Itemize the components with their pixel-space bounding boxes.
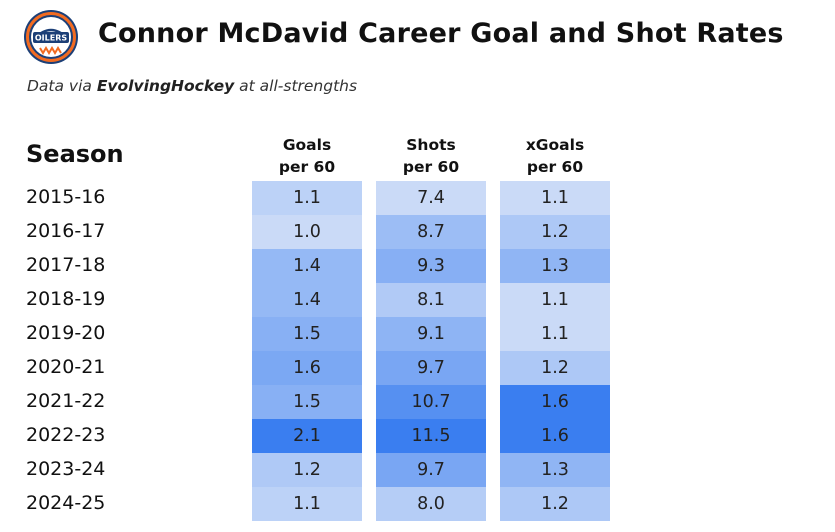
season-label-2022-23: 2022-23 xyxy=(26,424,106,446)
shots-column-header: Shots per 60 xyxy=(376,134,486,178)
xgoals-header-line1: xGoals xyxy=(525,136,585,154)
shots-cell-2021-22: 10.7 xyxy=(376,385,486,419)
shots-header-line2: per 60 xyxy=(402,158,460,176)
chart-title: Connor McDavid Career Goal and Shot Rate… xyxy=(98,18,784,49)
shots-cell-2017-18: 9.3 xyxy=(376,249,486,283)
shots-cell-2024-25: 8.0 xyxy=(376,487,486,521)
shots-header-line1: Shots xyxy=(406,136,456,154)
xgoals-cell-2020-21: 1.2 xyxy=(500,351,610,385)
xgoals-cell-2021-22: 1.6 xyxy=(500,385,610,419)
season-label-2024-25: 2024-25 xyxy=(26,492,106,514)
xgoals-cell-2016-17: 1.2 xyxy=(500,215,610,249)
shots-cell-2018-19: 8.1 xyxy=(376,283,486,317)
subtitle-suffix: at all-strengths xyxy=(234,77,358,95)
xgoals-column-header: xGoals per 60 xyxy=(500,134,610,178)
xgoals-cell-2018-19: 1.1 xyxy=(500,283,610,317)
shots-cell-2020-21: 9.7 xyxy=(376,351,486,385)
season-label-2017-18: 2017-18 xyxy=(26,254,106,276)
goals-cell-2019-20: 1.5 xyxy=(252,317,362,351)
xgoals-cell-2017-18: 1.3 xyxy=(500,249,610,283)
season-label-2021-22: 2021-22 xyxy=(26,390,106,412)
xgoals-cell-2015-16: 1.1 xyxy=(500,181,610,215)
season-column-header: Season xyxy=(26,140,124,168)
goals-column-header: Goals per 60 xyxy=(252,134,362,178)
xgoals-cell-2022-23: 1.6 xyxy=(500,419,610,453)
shots-cell-2023-24: 9.7 xyxy=(376,453,486,487)
goals-cell-2018-19: 1.4 xyxy=(252,283,362,317)
chart-subtitle: Data via EvolvingHockey at all-strengths xyxy=(27,77,357,95)
goals-cell-2023-24: 1.2 xyxy=(252,453,362,487)
xgoals-header-line2: per 60 xyxy=(526,158,584,176)
season-label-2015-16: 2015-16 xyxy=(26,186,106,208)
goals-cell-2020-21: 1.6 xyxy=(252,351,362,385)
oilers-logo-icon: OILERS xyxy=(24,10,78,64)
goals-cell-2021-22: 1.5 xyxy=(252,385,362,419)
shots-cell-2016-17: 8.7 xyxy=(376,215,486,249)
xgoals-cell-2023-24: 1.3 xyxy=(500,453,610,487)
season-label-2023-24: 2023-24 xyxy=(26,458,106,480)
subtitle-source: EvolvingHockey xyxy=(96,77,235,95)
xgoals-cell-2024-25: 1.2 xyxy=(500,487,610,521)
subtitle-prefix: Data via xyxy=(27,77,97,95)
shots-cell-2015-16: 7.4 xyxy=(376,181,486,215)
goals-cell-2022-23: 2.1 xyxy=(252,419,362,453)
goals-cell-2024-25: 1.1 xyxy=(252,487,362,521)
season-label-2018-19: 2018-19 xyxy=(26,288,106,310)
shots-cell-2022-23: 11.5 xyxy=(376,419,486,453)
season-label-2019-20: 2019-20 xyxy=(26,322,106,344)
shots-cell-2019-20: 9.1 xyxy=(376,317,486,351)
season-label-2016-17: 2016-17 xyxy=(26,220,106,242)
goals-cell-2016-17: 1.0 xyxy=(252,215,362,249)
goals-cell-2017-18: 1.4 xyxy=(252,249,362,283)
goals-cell-2015-16: 1.1 xyxy=(252,181,362,215)
logo-text: OILERS xyxy=(35,34,68,43)
goals-header-line2: per 60 xyxy=(278,158,336,176)
season-label-2020-21: 2020-21 xyxy=(26,356,106,378)
xgoals-cell-2019-20: 1.1 xyxy=(500,317,610,351)
goals-header-line1: Goals xyxy=(282,136,332,154)
